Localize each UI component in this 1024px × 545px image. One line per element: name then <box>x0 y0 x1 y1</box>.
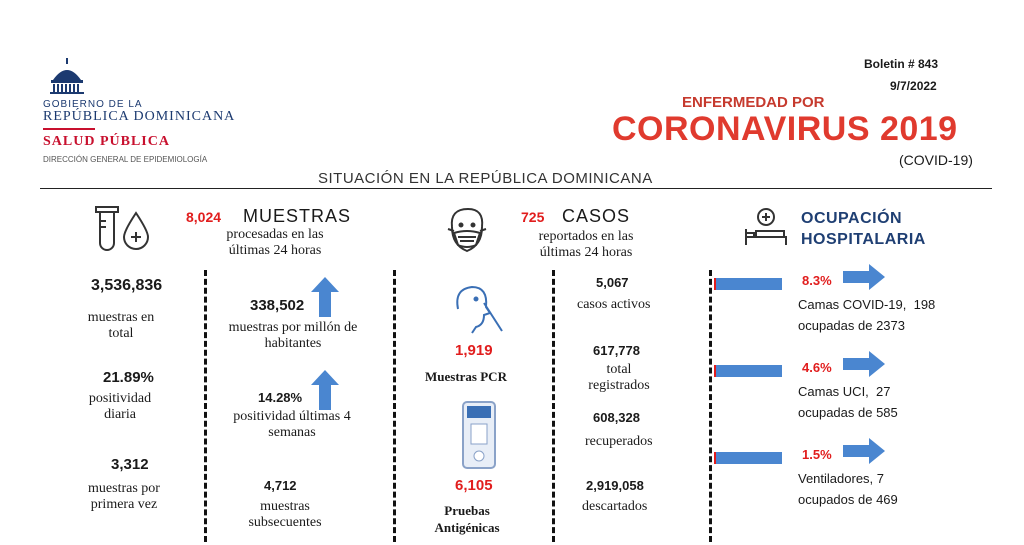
ocupacion-title: OCUPACIÓN HOSPITALARIA <box>801 210 926 248</box>
logo: GOBIERNO DE LA REPÚBLICA DOMINICANA SALU… <box>40 58 300 168</box>
occupancy-fill <box>714 278 716 290</box>
divider-4 <box>709 270 712 542</box>
occupancy-fill <box>714 452 716 464</box>
logo-line1: GOBIERNO DE LA <box>43 99 143 110</box>
primera-vez-label: muestras por primera vez <box>88 481 160 512</box>
boletin-number: Boletin # 843 <box>864 57 939 71</box>
arrow-up-icon <box>311 277 339 317</box>
logo-line4: DIRECCIÓN GENERAL DE EPIDEMIOLOGÍA <box>43 155 208 164</box>
millon-value: 338,502 <box>250 297 305 314</box>
occupancy-line1: Camas COVID-19, 198 <box>798 297 936 312</box>
title-small: ENFERMEDAD POR <box>682 94 825 111</box>
ocupacion-item <box>714 278 782 290</box>
occupancy-line2: ocupadas de 2373 <box>798 318 905 333</box>
logo-divider <box>43 128 95 130</box>
occupancy-bar <box>716 452 782 464</box>
occupancy-percent: 1.5% <box>802 447 832 462</box>
divider-3 <box>552 270 555 542</box>
logo-line3: SALUD PÚBLICA <box>43 134 170 149</box>
ocupacion-item <box>714 452 782 464</box>
arrow-right-icon <box>843 351 885 377</box>
boletin-date: 9/7/2022 <box>890 79 937 93</box>
occupancy-line1: Camas UCI, 27 <box>798 384 891 399</box>
occupancy-bar <box>716 278 782 290</box>
positividad-diaria-label: positividad diaria <box>88 391 152 422</box>
antigen-test-icon <box>462 401 496 469</box>
title-big: CORONAVIRUS 2019 <box>612 110 958 148</box>
antig-label: Pruebas Antigénicas <box>434 503 500 535</box>
title-sub: (COVID-19) <box>899 152 973 168</box>
casos-desc: reportados en las últimas 24 horas <box>538 229 634 260</box>
arrow-right-icon <box>843 438 885 464</box>
descartados-value: 2,919,058 <box>586 478 644 493</box>
muestras-total-label: muestras en total <box>87 310 155 341</box>
casos-total-value: 617,778 <box>593 343 640 358</box>
test-tube-drop-icon <box>95 206 150 251</box>
occupancy-bar <box>716 365 782 377</box>
arrow-right-icon <box>843 264 885 290</box>
subsecuentes-value: 4,712 <box>264 478 297 493</box>
occupancy-percent: 8.3% <box>802 273 832 288</box>
pcr-label: Muestras PCR <box>425 369 507 384</box>
occupancy-percent: 4.6% <box>802 360 832 375</box>
arrow-up-icon <box>311 370 339 410</box>
ocupacion-item <box>714 365 782 377</box>
millon-label: muestras por millón de habitantes <box>228 320 358 351</box>
antig-value: 6,105 <box>455 477 493 494</box>
occupancy-fill <box>714 365 716 377</box>
hospital-bed-icon <box>745 208 787 245</box>
pcr-value: 1,919 <box>455 342 493 359</box>
muestras-total-value: 3,536,836 <box>91 277 163 294</box>
activos-label: casos activos <box>577 297 651 312</box>
masked-face-icon <box>447 207 487 253</box>
casos-title: CASOS <box>562 206 631 226</box>
occupancy-line1: Ventiladores, 7 <box>798 471 885 486</box>
muestras-title: MUESTRAS <box>243 206 352 226</box>
casos-count: 725 <box>521 209 545 225</box>
divider-2 <box>393 270 396 542</box>
subsecuentes-label: muestras subsecuentes <box>248 499 322 530</box>
positividad-diaria-value: 21.89% <box>103 369 154 386</box>
descartados-label: descartados <box>582 499 648 514</box>
recuperados-label: recuperados <box>585 434 653 449</box>
primera-vez-value: 3,312 <box>111 456 149 473</box>
divider-1 <box>204 270 207 542</box>
pos4-value: 14.28% <box>258 390 303 405</box>
activos-value: 5,067 <box>596 275 629 290</box>
dome-icon <box>50 58 84 94</box>
recuperados-value: 608,328 <box>593 410 640 425</box>
casos-total-label: total registrados <box>588 362 650 393</box>
page-subtitle: SITUACIÓN EN LA REPÚBLICA DOMINICANA <box>318 170 653 187</box>
logo-line2: REPÚBLICA DOMINICANA <box>43 109 236 124</box>
occupancy-line2: ocupadas de 585 <box>798 405 898 420</box>
muestras-desc: procesadas en las últimas 24 horas <box>226 227 324 258</box>
muestras-count: 8,024 <box>186 209 222 225</box>
pos4-label: positividad últimas 4 semanas <box>233 409 351 440</box>
header-rule <box>40 188 992 189</box>
occupancy-line2: ocupados de 469 <box>798 492 898 507</box>
nasal-swab-icon <box>456 285 503 334</box>
